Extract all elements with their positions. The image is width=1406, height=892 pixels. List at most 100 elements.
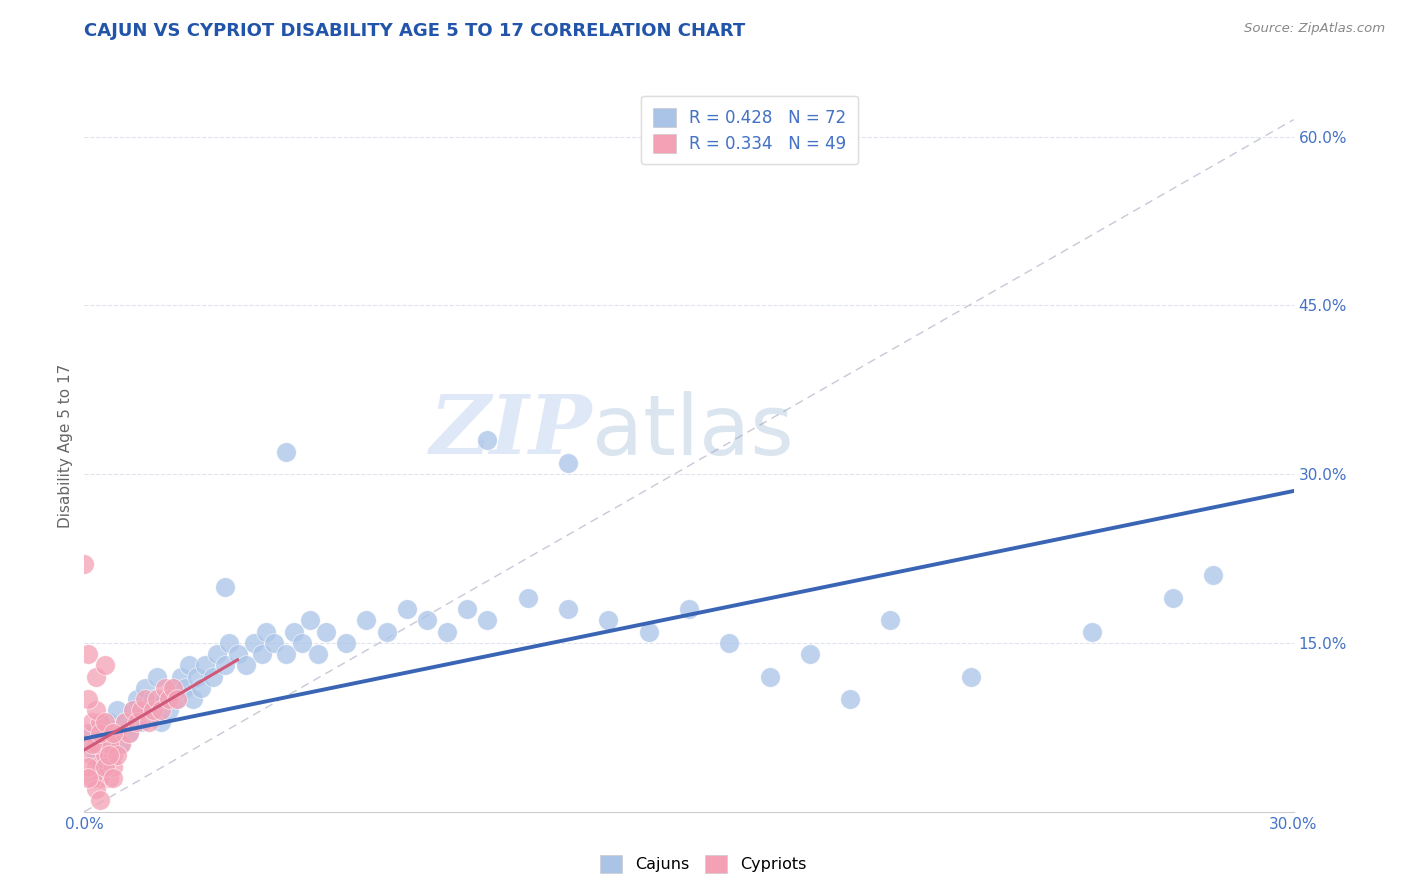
- Point: [416, 614, 439, 628]
- Point: [299, 614, 322, 628]
- Point: [718, 636, 741, 650]
- Point: [235, 658, 257, 673]
- Point: [138, 714, 160, 729]
- Point: [456, 602, 478, 616]
- Point: [436, 624, 458, 639]
- Point: [89, 760, 111, 774]
- Point: [678, 602, 700, 616]
- Text: ZIP: ZIP: [430, 392, 592, 471]
- Point: [105, 748, 128, 763]
- Point: [477, 614, 499, 628]
- Point: [226, 647, 249, 661]
- Point: [77, 760, 100, 774]
- Point: [758, 670, 780, 684]
- Point: [202, 670, 225, 684]
- Point: [129, 703, 152, 717]
- Point: [101, 748, 124, 763]
- Point: [125, 714, 148, 729]
- Point: [97, 726, 120, 740]
- Point: [799, 647, 821, 661]
- Point: [77, 692, 100, 706]
- Point: [89, 793, 111, 807]
- Legend: Cajuns, Cypriots: Cajuns, Cypriots: [593, 848, 813, 880]
- Point: [1081, 624, 1104, 639]
- Point: [114, 714, 136, 729]
- Point: [89, 714, 111, 729]
- Point: [86, 748, 108, 763]
- Point: [557, 602, 579, 616]
- Point: [274, 647, 297, 661]
- Point: [186, 670, 208, 684]
- Point: [77, 647, 100, 661]
- Point: [179, 658, 201, 673]
- Point: [97, 714, 120, 729]
- Point: [637, 624, 659, 639]
- Point: [166, 692, 188, 706]
- Point: [89, 771, 111, 785]
- Point: [598, 614, 620, 628]
- Point: [254, 624, 277, 639]
- Point: [162, 681, 184, 695]
- Point: [121, 703, 143, 717]
- Y-axis label: Disability Age 5 to 17: Disability Age 5 to 17: [58, 364, 73, 528]
- Point: [114, 714, 136, 729]
- Text: Source: ZipAtlas.com: Source: ZipAtlas.com: [1244, 22, 1385, 36]
- Point: [181, 692, 204, 706]
- Point: [86, 670, 108, 684]
- Point: [315, 624, 337, 639]
- Point: [218, 636, 240, 650]
- Point: [157, 703, 180, 717]
- Point: [146, 670, 169, 684]
- Point: [153, 692, 176, 706]
- Point: [146, 692, 169, 706]
- Point: [110, 737, 132, 751]
- Point: [134, 681, 156, 695]
- Point: [162, 681, 184, 695]
- Point: [86, 703, 108, 717]
- Legend: R = 0.428   N = 72, R = 0.334   N = 49: R = 0.428 N = 72, R = 0.334 N = 49: [641, 96, 858, 164]
- Point: [149, 703, 172, 717]
- Point: [153, 681, 176, 695]
- Point: [335, 636, 357, 650]
- Point: [149, 714, 172, 729]
- Point: [118, 726, 141, 740]
- Point: [121, 703, 143, 717]
- Point: [190, 681, 212, 695]
- Point: [77, 726, 100, 740]
- Point: [89, 737, 111, 751]
- Point: [1161, 591, 1184, 605]
- Point: [214, 580, 236, 594]
- Point: [82, 748, 104, 763]
- Point: [82, 771, 104, 785]
- Point: [101, 726, 124, 740]
- Point: [263, 636, 285, 650]
- Point: [170, 670, 193, 684]
- Point: [477, 434, 499, 448]
- Point: [101, 771, 124, 785]
- Point: [73, 557, 96, 571]
- Point: [194, 658, 217, 673]
- Point: [307, 647, 329, 661]
- Point: [89, 726, 111, 740]
- Point: [110, 737, 132, 751]
- Point: [101, 760, 124, 774]
- Point: [93, 748, 115, 763]
- Point: [1202, 568, 1225, 582]
- Point: [395, 602, 418, 616]
- Point: [214, 658, 236, 673]
- Point: [274, 444, 297, 458]
- Point: [283, 624, 305, 639]
- Point: [879, 614, 901, 628]
- Point: [82, 726, 104, 740]
- Point: [105, 703, 128, 717]
- Point: [77, 771, 100, 785]
- Point: [93, 737, 115, 751]
- Point: [166, 692, 188, 706]
- Point: [960, 670, 983, 684]
- Point: [86, 782, 108, 797]
- Text: atlas: atlas: [592, 391, 794, 472]
- Point: [93, 658, 115, 673]
- Point: [101, 726, 124, 740]
- Point: [839, 692, 862, 706]
- Point: [516, 591, 538, 605]
